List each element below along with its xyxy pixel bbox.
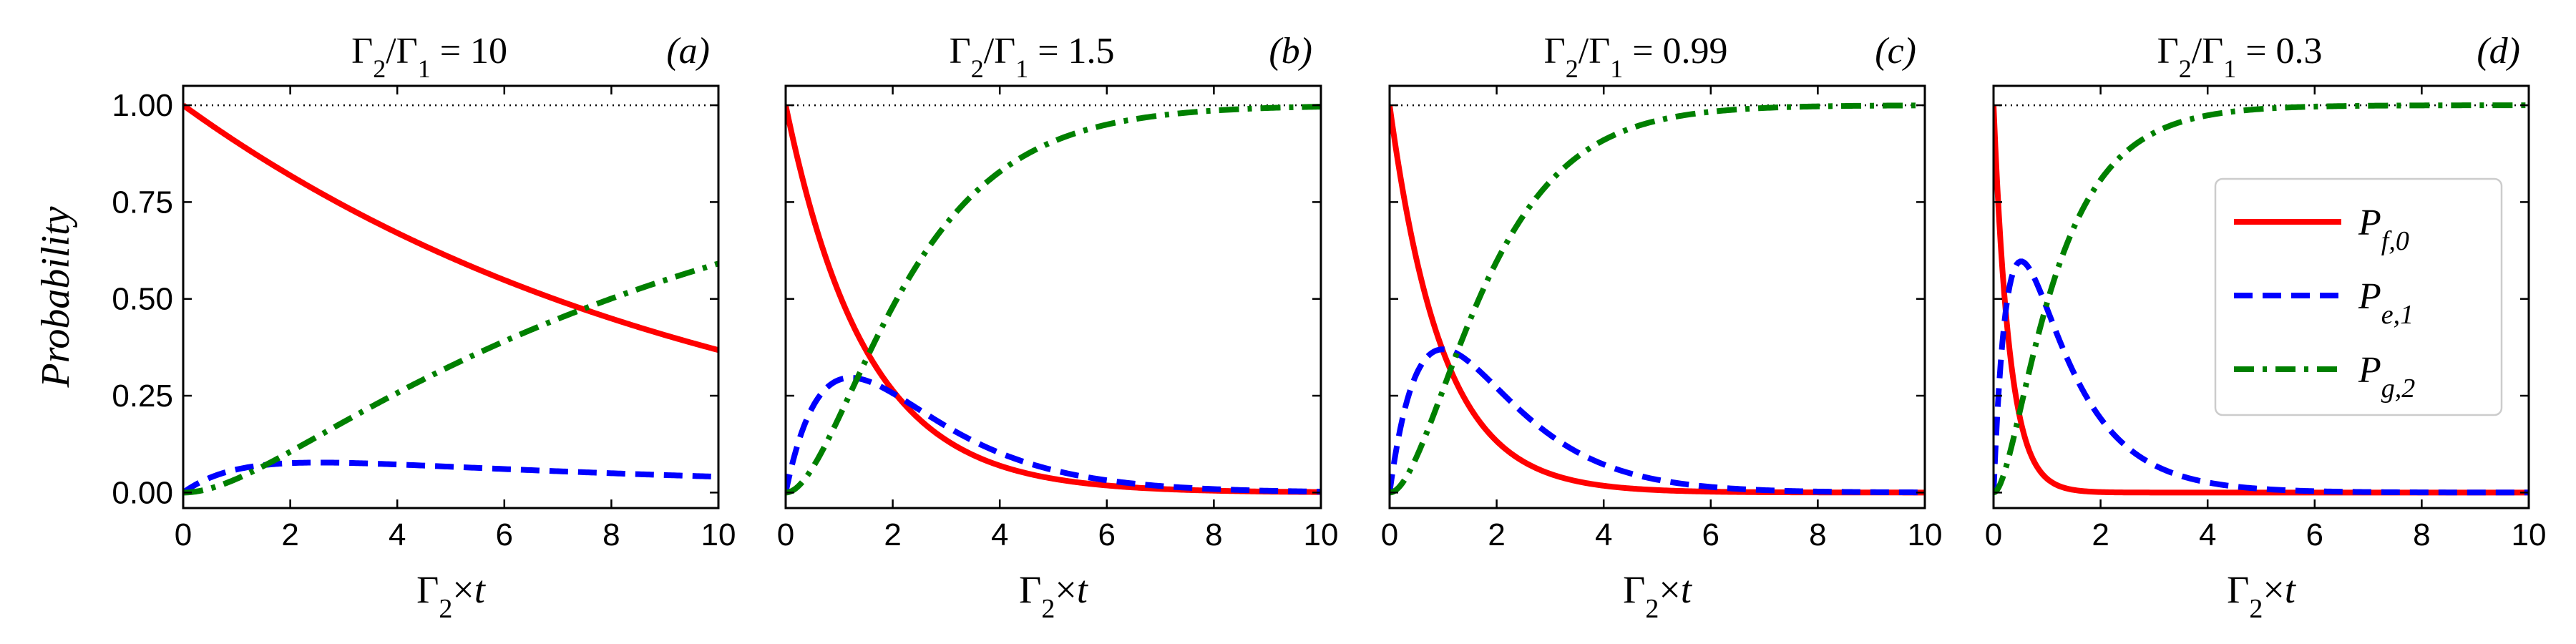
series-line-pg2 [1390,102,1925,496]
x-tick-label: 10 [1304,517,1339,552]
plot-frame [1388,84,1926,509]
x-tick-label: 2 [1488,517,1505,552]
series-line-pe1 [1994,258,2529,496]
series-line-pf0 [786,104,1321,495]
x-tick-label: 0 [175,517,192,552]
series-line-pf0 [1390,104,1925,496]
x-tick-label: 8 [2413,517,2430,552]
x-tick-label: 2 [2092,517,2109,552]
x-tick-label: 0 [1985,517,2002,552]
panel-label: (c) [1875,31,1916,72]
x-tick-label: 4 [2199,517,2216,552]
x-tick-label: 2 [281,517,298,552]
x-tick-label: 2 [884,517,901,552]
x-axis-label: Γ2×t [2227,568,2297,624]
plot-frame [784,84,1322,509]
x-tick-label: 4 [1595,517,1612,552]
y-tick-label: 0.50 [112,282,173,317]
panel-c: 0 2 4 6 8 10 Γ2/Γ1 = 0.99 (c) Γ2×t [1381,31,1943,624]
panel-label: (b) [1269,31,1312,72]
panel-label: (d) [2477,31,2520,72]
x-axis-label: Γ2×t [1623,568,1693,624]
x-tick-label: 10 [1908,517,1943,552]
x-tick-label: 0 [777,517,794,552]
panel-d: 0 2 4 6 8 10 Γ2/Γ1 = 0.3 (d) Γ2×t Pf,0 Pe,1 Pg,2 [1985,31,2547,624]
legend-label: Pe,1 [2358,276,2414,330]
panel-title: Γ2/Γ1 = 10 [351,31,507,83]
y-tick-label: 1.00 [112,88,173,123]
panel-label: (a) [666,31,710,72]
x-tick-label: 4 [991,517,1008,552]
y-tick-label: 0.75 [112,185,173,220]
y-axis-label: Probability [34,206,78,388]
plot-frame [182,84,720,509]
series-line-pe1 [1390,346,1925,496]
series-line-pg2 [1994,102,2529,496]
series-line-pf0 [183,102,718,353]
y-tick-label: 0.25 [112,379,173,414]
panel-title: Γ2/Γ1 = 0.99 [1544,31,1728,83]
curves [1994,102,2529,496]
plot-frame [1992,84,2530,509]
x-tick-label: 6 [496,517,513,552]
x-tick-label: 6 [1098,517,1116,552]
series-line-pg2 [786,104,1321,496]
x-tick-label: 8 [1809,517,1826,552]
panel-title: Γ2/Γ1 = 1.5 [950,31,1115,83]
series-line-pe1 [786,374,1321,495]
curves [786,104,1321,496]
x-tick-label: 10 [701,517,736,552]
curves [1390,102,1925,496]
y-tick-label: 0.00 [112,475,173,510]
series-line-pg2 [183,260,718,496]
x-axis-label: Γ2×t [1019,568,1089,624]
x-axis-label: Γ2×t [416,568,487,624]
legend-box [2214,177,2503,416]
x-tick-label: 4 [389,517,406,552]
x-tick-label: 10 [2512,517,2547,552]
x-tick-label: 8 [1205,517,1222,552]
x-tick-label: 8 [602,517,620,552]
legend-label: Pf,0 [2358,203,2409,256]
panel-a: 0 2 4 6 8 10 0.00 0.25 0.50 0.75 1.00 Γ2/Γ1 = 10 (a)… [112,31,736,624]
legend-label: Pg,2 [2358,350,2415,404]
x-tick-label: 6 [2306,517,2323,552]
panel-title: Γ2/Γ1 = 0.3 [2157,31,2323,83]
x-tick-label: 6 [1702,517,1719,552]
x-tick-label: 0 [1381,517,1398,552]
legend: Pf,0 Pe,1 Pg,2 [2214,177,2503,416]
curves [183,102,718,496]
panel-b: 0 2 4 6 8 10 Γ2/Γ1 = 1.5 (b) Γ2×t [777,31,1339,624]
